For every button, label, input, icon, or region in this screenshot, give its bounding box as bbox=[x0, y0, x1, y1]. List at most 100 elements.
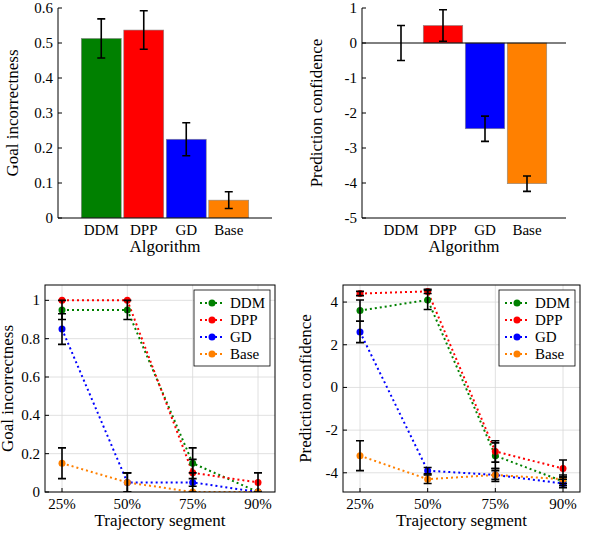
tick-label: 0 bbox=[331, 379, 339, 395]
point bbox=[492, 471, 499, 478]
error-bar bbox=[189, 473, 197, 492]
tick bbox=[58, 8, 62, 9]
legend: DDMDPPGDBase bbox=[194, 290, 270, 366]
error-bar bbox=[424, 475, 432, 484]
x-axis bbox=[362, 218, 566, 219]
tick bbox=[258, 488, 259, 492]
error-bar bbox=[491, 441, 499, 462]
tick-label: 0.5 bbox=[34, 35, 53, 51]
point bbox=[492, 471, 499, 478]
x-axis bbox=[58, 218, 272, 219]
error-bar bbox=[491, 469, 499, 482]
point bbox=[357, 290, 364, 297]
tick bbox=[360, 488, 361, 492]
chart-panel: -5-4-3-2-101DDMDPPGDBaseAlgorithmPredict… bbox=[307, 0, 566, 256]
tick-label: GD bbox=[474, 222, 496, 238]
grid-line bbox=[427, 285, 428, 492]
chart-panel: -4-202425%50%75%90%Trajectory segmentPre… bbox=[296, 285, 580, 530]
tick bbox=[343, 430, 347, 431]
bar bbox=[81, 38, 121, 218]
tick-label: 75% bbox=[179, 496, 207, 512]
tick bbox=[343, 472, 347, 473]
y-axis-label: Goal incorrectness bbox=[3, 50, 22, 177]
error-bar bbox=[523, 176, 531, 191]
point bbox=[424, 476, 431, 483]
tick bbox=[362, 218, 366, 219]
tick-label: 0.3 bbox=[34, 105, 53, 121]
legend-box bbox=[499, 290, 575, 366]
tick-label: 2 bbox=[331, 337, 339, 353]
error-bar bbox=[140, 11, 148, 50]
legend-label: DDM bbox=[535, 295, 570, 311]
tick bbox=[62, 488, 63, 492]
tick-label: 0 bbox=[350, 35, 358, 51]
tick bbox=[362, 78, 366, 79]
tick bbox=[192, 488, 193, 492]
y-axis-label: Prediction confidence bbox=[296, 314, 315, 463]
error-bar bbox=[424, 467, 432, 473]
tick-label: -5 bbox=[345, 210, 358, 226]
tick bbox=[127, 488, 128, 492]
legend-label: DPP bbox=[230, 312, 258, 328]
tick-label: -2 bbox=[345, 105, 358, 121]
tick bbox=[45, 377, 49, 378]
tick bbox=[362, 183, 366, 184]
grid-line bbox=[343, 430, 580, 431]
legend-marker bbox=[209, 334, 216, 341]
tick-label: 25% bbox=[48, 496, 76, 512]
legend-label: GD bbox=[535, 329, 557, 345]
marks bbox=[81, 11, 248, 218]
tick bbox=[58, 218, 62, 219]
tick bbox=[362, 43, 366, 44]
tick-label: 4 bbox=[331, 294, 339, 310]
tick-label: 50% bbox=[414, 496, 442, 512]
figure: 00.10.20.30.40.50.6DDMDPPGDBaseAlgorithm… bbox=[0, 0, 600, 536]
tick-label: DPP bbox=[130, 222, 158, 238]
tick bbox=[58, 148, 62, 149]
chart-panel: 00.20.40.60.8125%50%75%90%Trajectory seg… bbox=[0, 285, 275, 530]
tick bbox=[45, 492, 49, 493]
x-axis-label: Trajectory segment bbox=[396, 511, 527, 530]
tick bbox=[58, 113, 62, 114]
tick bbox=[362, 113, 366, 114]
tick-label: 0.4 bbox=[21, 407, 40, 423]
grid-line bbox=[45, 377, 275, 378]
tick-label: 0 bbox=[33, 484, 41, 500]
tick bbox=[45, 415, 49, 416]
tick-label: 75% bbox=[482, 496, 510, 512]
tick-label: 0 bbox=[46, 210, 54, 226]
tick-label: 90% bbox=[244, 496, 272, 512]
plot-frame bbox=[45, 285, 275, 492]
error-bar bbox=[356, 291, 364, 295]
tick bbox=[45, 300, 49, 301]
tick-label: -3 bbox=[345, 140, 358, 156]
plot-frame bbox=[343, 285, 580, 492]
point bbox=[424, 288, 431, 295]
bar bbox=[124, 30, 164, 218]
tick bbox=[343, 387, 347, 388]
legend: DDMDPPGDBase bbox=[499, 290, 575, 366]
tick-label: 0.4 bbox=[34, 70, 53, 86]
error-bar bbox=[491, 471, 499, 480]
error-bar bbox=[123, 300, 131, 319]
tick bbox=[343, 344, 347, 345]
tick-label: DPP bbox=[429, 222, 457, 238]
legend-label: GD bbox=[230, 329, 252, 345]
error-bar bbox=[424, 289, 432, 293]
tick bbox=[362, 8, 366, 9]
legend-marker bbox=[514, 300, 521, 307]
grid-line bbox=[343, 472, 580, 473]
tick bbox=[362, 148, 366, 149]
tick-label: 0.2 bbox=[34, 140, 53, 156]
chart-panel: 00.10.20.30.40.50.6DDMDPPGDBaseAlgorithm… bbox=[3, 0, 272, 256]
tick bbox=[58, 183, 62, 184]
tick bbox=[45, 453, 49, 454]
error-bar bbox=[481, 116, 489, 141]
tick-label: 0.1 bbox=[34, 175, 53, 191]
legend-label: DPP bbox=[535, 312, 563, 328]
error-bar bbox=[254, 473, 262, 492]
marks bbox=[356, 288, 567, 488]
tick-label: 1 bbox=[350, 0, 358, 16]
grid-line bbox=[343, 387, 580, 388]
tick-label: -1 bbox=[345, 70, 358, 86]
